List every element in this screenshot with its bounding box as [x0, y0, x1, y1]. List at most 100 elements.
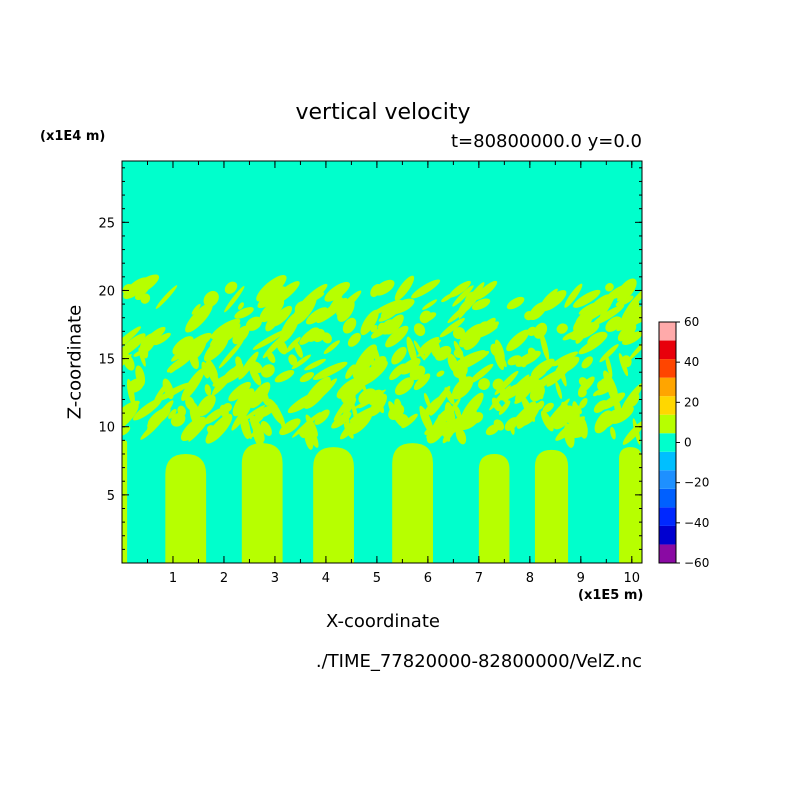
colorbar-tick-label: 0	[684, 436, 692, 450]
updraft-streak	[288, 354, 298, 366]
updraft-blob	[599, 292, 616, 320]
updraft-blob	[458, 297, 475, 314]
updraft-blob	[285, 336, 301, 353]
updraft-streak	[621, 355, 632, 368]
colorbar-tick-label: −60	[684, 556, 709, 570]
colorbar-swatch	[659, 414, 676, 434]
updraft-streak	[351, 401, 359, 426]
updraft-blob	[564, 283, 583, 308]
updraft-blob	[336, 301, 349, 314]
updraft-blob	[181, 368, 205, 402]
updraft-streak	[343, 408, 350, 426]
updraft-streak	[239, 414, 252, 440]
updraft-column	[313, 447, 354, 563]
updraft-column	[534, 449, 569, 563]
updraft-streak	[419, 410, 436, 438]
updraft-streak	[500, 355, 507, 368]
colorbar-swatch	[659, 488, 676, 508]
updraft-blob	[134, 292, 145, 301]
updraft-blob	[622, 331, 642, 345]
updraft-streak	[368, 354, 375, 367]
updraft-blob	[245, 316, 262, 331]
updraft-blob	[617, 323, 637, 342]
updraft-blob	[628, 336, 642, 361]
updraft-blob	[394, 275, 415, 301]
updraft-blob	[168, 408, 177, 419]
colorbar-swatch	[659, 451, 676, 471]
updraft-streak	[406, 336, 417, 365]
updraft-blob	[530, 358, 555, 378]
updraft-blob	[575, 303, 604, 326]
updraft-blob	[347, 332, 361, 347]
updraft-blob	[471, 298, 491, 311]
updraft-blob	[421, 312, 437, 323]
updraft-blob	[291, 354, 312, 370]
updraft-blob	[394, 377, 414, 396]
updraft-blob	[327, 287, 347, 313]
updraft-blob	[314, 409, 330, 425]
updraft-streak	[372, 344, 381, 367]
updraft-blob	[291, 294, 317, 325]
x-tick-label: 9	[577, 571, 585, 586]
updraft-blob	[527, 326, 537, 336]
updraft-blob	[122, 426, 131, 436]
y-tick-label: 25	[98, 216, 115, 231]
colorbar-tick-label: 40	[684, 355, 699, 369]
updraft-streak	[189, 402, 201, 426]
updraft-blob	[389, 363, 406, 381]
updraft-blob	[299, 372, 315, 383]
updraft-blob	[413, 323, 426, 337]
updraft-streak	[267, 398, 284, 425]
updraft-streak	[614, 402, 621, 415]
colorbar-swatch	[659, 470, 676, 489]
updraft-blob	[304, 358, 326, 371]
updraft-blob	[303, 376, 331, 409]
x-tick-label: 6	[424, 571, 432, 586]
updraft-blob	[578, 336, 605, 355]
updraft-blob	[228, 381, 251, 402]
updraft-blob	[237, 391, 251, 409]
updraft-blob	[391, 346, 407, 365]
updraft-blob	[323, 340, 340, 355]
updraft-blob	[579, 397, 588, 409]
updraft-blob	[305, 307, 328, 325]
updraft-streak	[539, 331, 550, 361]
updraft-streak	[555, 381, 563, 399]
updraft-blob	[380, 319, 396, 335]
updraft-streak	[453, 340, 465, 363]
updraft-blob	[345, 364, 356, 379]
y-tick-label: 5	[107, 489, 115, 504]
updraft-blob	[569, 322, 600, 341]
updraft-column	[241, 443, 283, 563]
updraft-blob	[342, 317, 357, 334]
updraft-blob	[370, 324, 378, 333]
updraft-streak	[540, 410, 554, 432]
updraft-streak	[276, 339, 288, 355]
colorbar-swatch	[659, 322, 676, 341]
updraft-blob	[409, 365, 426, 381]
z-scale-note: (x1E4 m)	[40, 129, 106, 144]
updraft-streak	[444, 430, 451, 442]
updraft-blob	[224, 323, 241, 341]
updraft-streak	[444, 402, 456, 429]
updraft-blob	[429, 385, 451, 416]
updraft-streak	[162, 378, 174, 400]
updraft-blob	[155, 285, 178, 309]
updraft-streak	[374, 394, 385, 414]
updraft-blob	[506, 329, 530, 352]
updraft-streak	[189, 351, 199, 370]
updraft-streak	[177, 405, 187, 417]
updraft-blob	[581, 356, 593, 369]
updraft-blob	[551, 351, 579, 367]
colorbar-swatch	[659, 359, 676, 378]
updraft-blob	[341, 390, 356, 405]
updraft-streak	[235, 356, 243, 369]
updraft-streak	[430, 338, 441, 358]
x-tick-label: 5	[373, 571, 381, 586]
updraft-blob	[147, 407, 171, 427]
updraft-blob	[256, 274, 287, 302]
x-tick-label: 1	[169, 571, 177, 586]
updraft-blob	[274, 370, 295, 383]
updraft-blob	[358, 388, 377, 405]
updraft-blob	[479, 326, 498, 338]
